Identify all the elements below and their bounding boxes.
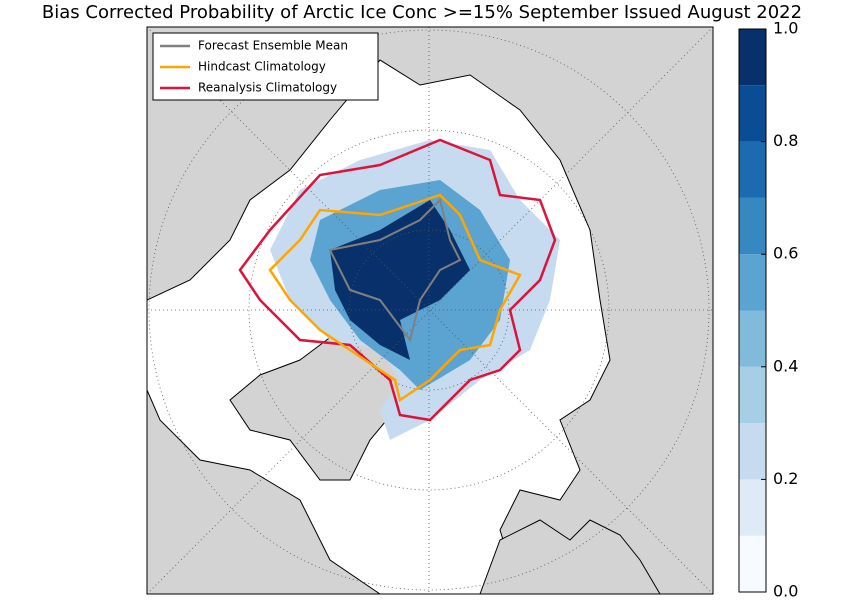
colorbar-level — [739, 29, 766, 86]
colorbar-level — [739, 85, 766, 142]
legend-box — [152, 32, 379, 101]
colorbar-tick-label: 0.0 — [773, 582, 798, 601]
colorbar-tick-label: 0.8 — [773, 131, 798, 150]
legend: Forecast Ensemble Mean Hindcast Climatolo… — [152, 32, 379, 101]
scandinavia — [479, 519, 661, 594]
colorbar-tick-label: 0.2 — [773, 469, 798, 488]
legend-label: Hindcast Climatology — [198, 60, 326, 74]
colorbar-level — [739, 310, 766, 367]
colorbar-level — [739, 141, 766, 198]
colorbar-level — [739, 197, 766, 255]
colorbar-tick-label: 0.4 — [773, 356, 798, 375]
colorbar: 0.0 0.2 0.4 0.6 0.8 1.0 — [738, 19, 798, 601]
colorbar-level — [739, 479, 766, 536]
ice-high — [330, 200, 470, 360]
hindcast-contour — [268, 193, 522, 403]
colorbar-tick-label: 1.0 — [773, 19, 798, 38]
forecast-contour — [328, 198, 462, 343]
legend-label: Reanalysis Climatology — [198, 81, 337, 95]
colorbar-level — [739, 423, 766, 480]
colorbar-level — [739, 535, 766, 592]
map-frame — [146, 26, 714, 595]
colorbar-tick-label: 0.6 — [773, 244, 798, 263]
colorbar-level — [739, 254, 766, 311]
colorbar-level — [739, 366, 766, 424]
reanalysis-contour — [238, 138, 557, 422]
title: Bias Corrected Probability of Arctic Ice… — [42, 2, 802, 23]
map — [147, 27, 713, 594]
legend-label: Forecast Ensemble Mean — [198, 39, 348, 53]
colorbar-frame — [738, 28, 767, 593]
